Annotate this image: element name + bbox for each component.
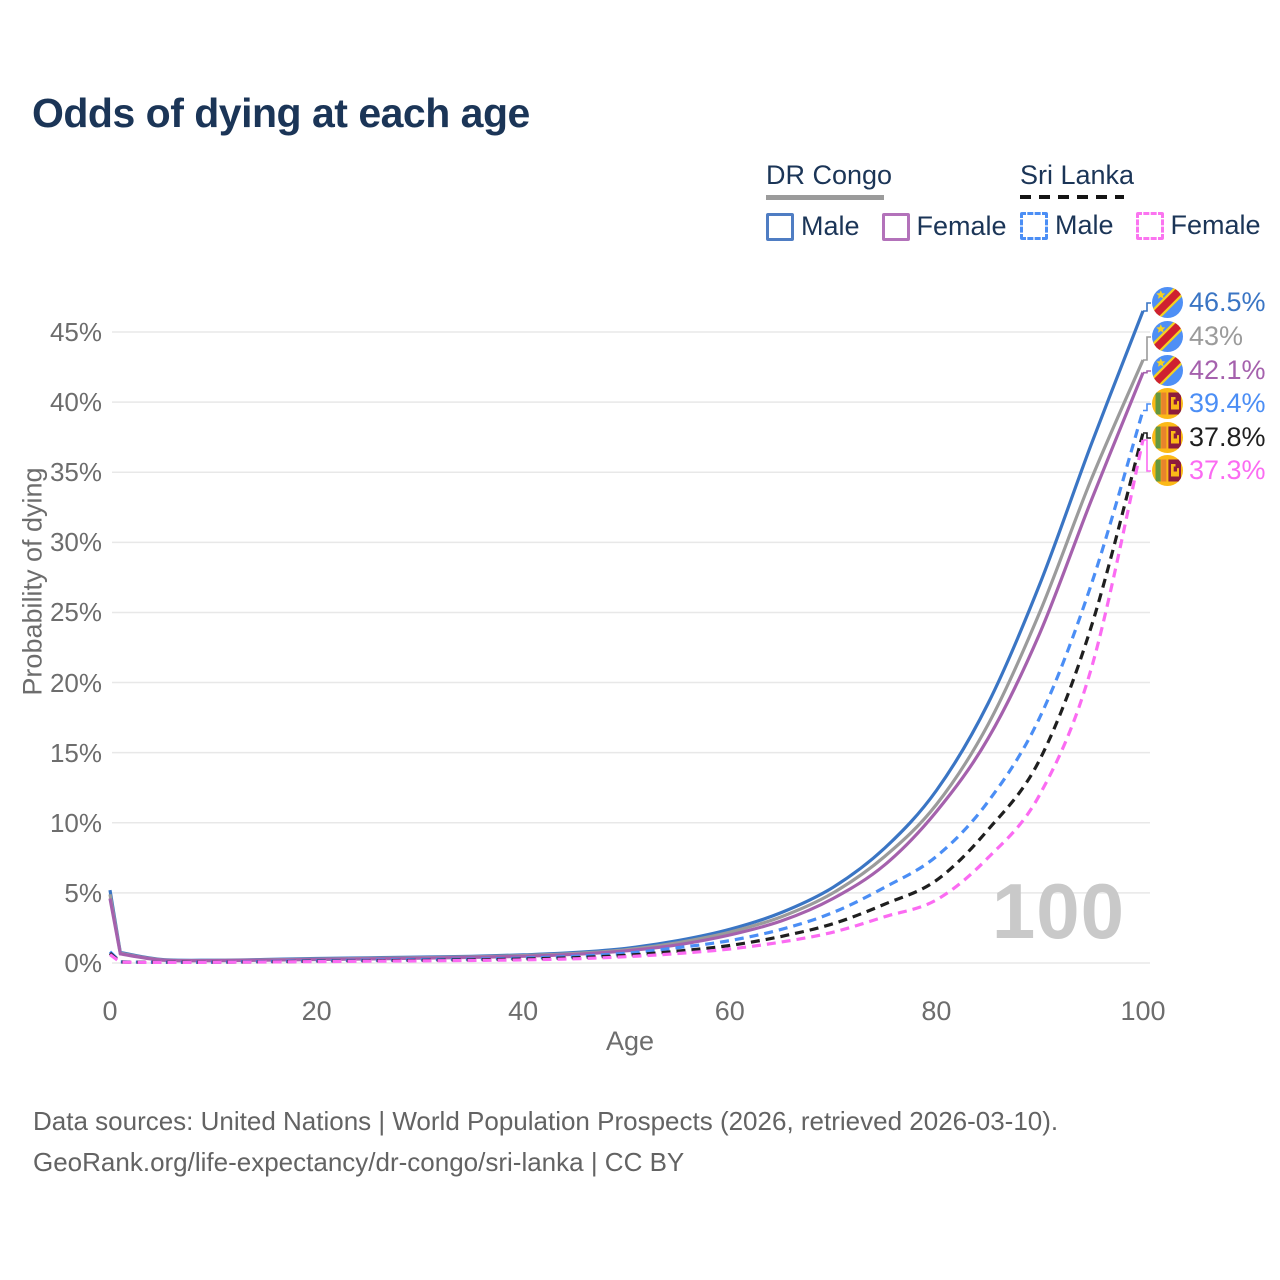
page-title: Odds of dying at each age: [32, 90, 530, 136]
y-tick-label: 20%: [49, 667, 102, 698]
x-tick-label: 80: [921, 996, 952, 1026]
end-label-connector: [1143, 302, 1151, 312]
end-label: 37.8%: [1152, 422, 1266, 453]
end-label-value: 37.3%: [1189, 455, 1266, 485]
sri-lanka-flag-icon: [1152, 422, 1183, 453]
y-axis-title: Probability of dying: [17, 467, 48, 696]
legend-swatch-icon[interactable]: [1135, 211, 1164, 240]
y-tick-label: 0%: [64, 948, 102, 978]
legend-country-linestyle: [766, 195, 884, 200]
end-label: 37.3%: [1152, 455, 1266, 486]
footer-attribution: GeoRank.org/life-expectancy/dr-congo/sri…: [33, 1147, 685, 1177]
legend-country-label: Sri Lanka: [1020, 160, 1135, 190]
x-tick-label: 0: [102, 996, 118, 1026]
x-tick-label: 60: [714, 996, 745, 1026]
end-label-connector: [1143, 370, 1151, 374]
y-tick-label: 45%: [49, 317, 102, 347]
age-counter-watermark: 100: [991, 867, 1125, 955]
end-label-connector: [1143, 403, 1151, 412]
end-label: 46.5%: [1152, 287, 1266, 318]
legend-swatch-icon[interactable]: [766, 212, 794, 241]
sri-lanka-flag-icon: [1152, 455, 1183, 486]
end-label-value: 37.8%: [1189, 422, 1266, 452]
footer-sources: Data sources: United Nations | World Pop…: [33, 1106, 1059, 1136]
x-tick-label: 100: [1120, 996, 1166, 1026]
end-label-value: 46.5%: [1189, 287, 1266, 317]
legend-item-label: Male: [801, 211, 860, 241]
dr-congo-flag-icon: [1152, 287, 1183, 318]
legend-swatch-icon[interactable]: [1020, 211, 1048, 240]
y-tick-label: 5%: [64, 877, 102, 908]
legend-item-female[interactable]: Female: [881, 211, 1007, 242]
y-tick-label: 40%: [49, 387, 102, 418]
series-line: [108, 310, 1145, 962]
end-label-connector: [1143, 432, 1151, 439]
dr-congo-flag-icon: [1152, 355, 1183, 386]
legend-item-label: Male: [1055, 210, 1114, 240]
legend-group-dr-congo: DR Congo Male Female: [766, 160, 1007, 242]
legend-item-male[interactable]: Male: [766, 211, 860, 242]
legend-country-linestyle: [1020, 195, 1124, 199]
end-label-value: 43%: [1189, 321, 1244, 351]
y-tick-label: 10%: [49, 807, 102, 838]
y-tick-label: 35%: [49, 457, 102, 488]
legend-group-sri-lanka: Sri Lanka Male Female: [1020, 160, 1261, 241]
x-tick-label: 20: [301, 996, 332, 1026]
end-label-value: 39.4%: [1189, 388, 1266, 418]
end-label-connector: [1143, 336, 1151, 361]
y-tick-label: 25%: [49, 597, 102, 628]
y-tick-label: 30%: [49, 527, 102, 558]
end-label: 43%: [1152, 321, 1243, 352]
legend-swatch-icon[interactable]: [881, 212, 910, 241]
sri-lanka-flag-icon: [1152, 388, 1183, 419]
end-label-value: 42.1%: [1189, 355, 1266, 385]
end-label: 39.4%: [1152, 388, 1266, 419]
x-tick-label: 40: [508, 996, 539, 1026]
y-tick-label: 15%: [49, 737, 102, 768]
end-label: 42.1%: [1152, 355, 1266, 386]
legend-country-label: DR Congo: [766, 160, 893, 190]
legend-item-label: Female: [916, 211, 1007, 241]
dr-congo-flag-icon: [1152, 321, 1183, 352]
end-label-connector: [1143, 439, 1151, 472]
legend-item-female[interactable]: Female: [1135, 210, 1261, 241]
legend-item-label: Female: [1170, 210, 1261, 240]
legend-item-male[interactable]: Male: [1020, 210, 1114, 241]
x-axis-title: Age: [605, 1026, 655, 1056]
series-line: [109, 439, 1145, 965]
